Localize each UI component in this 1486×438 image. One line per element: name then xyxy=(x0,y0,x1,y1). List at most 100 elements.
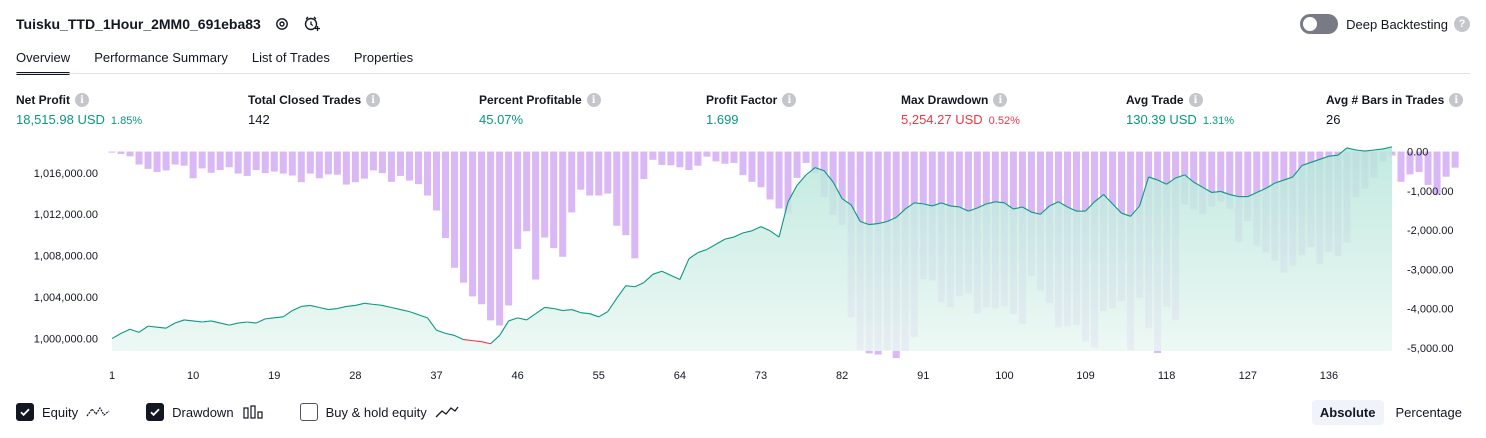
info-icon[interactable]: i xyxy=(586,93,601,107)
equity-segment xyxy=(941,202,951,207)
equity-segment xyxy=(904,202,915,210)
drawdown-bar xyxy=(279,151,287,174)
metric-max-drawdown: Max Drawdown i 5,254.27 USD 0.52% xyxy=(901,93,1020,127)
right-axis-tick: -3,000.00 xyxy=(1407,264,1453,276)
drawdown-bar xyxy=(270,151,278,172)
equity-segment xyxy=(859,220,870,226)
drawdown-bar xyxy=(405,151,413,181)
equity-segment xyxy=(553,307,563,312)
metric-net-profit: Net Profit i 18,515.98 USD 1.85% xyxy=(16,93,142,127)
mode-absolute-button[interactable]: Absolute xyxy=(1311,400,1384,425)
drawdown-bar xyxy=(306,151,314,174)
legend-buy-hold[interactable]: Buy & hold equity xyxy=(299,403,459,421)
metric-value: 142 xyxy=(248,112,270,127)
equity-checkbox[interactable] xyxy=(16,403,34,421)
info-icon[interactable]: i xyxy=(993,93,1008,107)
tab-overview[interactable]: Overview xyxy=(16,46,71,75)
drawdown-bar xyxy=(1424,151,1432,185)
info-icon[interactable]: i xyxy=(1188,93,1203,107)
deep-backtesting: Deep Backtesting ? xyxy=(1300,13,1470,35)
legend-equity-label: Equity xyxy=(42,404,79,420)
drawdown-bar xyxy=(252,151,260,171)
equity-segment xyxy=(373,303,383,306)
equity-segment xyxy=(1184,174,1195,183)
drawdown-bar xyxy=(1415,151,1423,172)
drawdown-bar xyxy=(1451,151,1459,168)
equity-segment xyxy=(724,236,735,240)
tab-properties[interactable]: Properties xyxy=(353,50,414,65)
drawdown-bar xyxy=(198,151,206,169)
equity-segment xyxy=(814,167,825,172)
drawdown-bar xyxy=(811,151,819,174)
drawdown-bar xyxy=(360,151,368,179)
drawdown-bar xyxy=(1433,151,1441,196)
equity-segment xyxy=(697,248,708,254)
equity-segment xyxy=(607,297,618,312)
equity-segment xyxy=(778,201,789,238)
equity-drawdown-chart[interactable]: 1,000,000.00 1,004,000.00 1,008,000.00 1,01… xyxy=(0,140,1486,395)
drawdown-bar xyxy=(757,151,765,188)
drawdown-checkbox[interactable] xyxy=(146,403,165,421)
drawdown-bar xyxy=(577,151,585,190)
equity-segment xyxy=(634,282,645,288)
settings-icon[interactable] xyxy=(273,15,291,33)
info-icon[interactable]: i xyxy=(1449,93,1464,107)
legend-equity[interactable]: Equity xyxy=(16,403,110,421)
equity-segment xyxy=(436,329,446,334)
equity-line-icon xyxy=(86,405,110,419)
equity-segment xyxy=(562,309,572,312)
equity-segment xyxy=(292,305,302,312)
left-axis: 1,000,000.00 1,004,000.00 1,008,000.00 1,01… xyxy=(34,168,98,346)
metric-label: Avg Trade xyxy=(1126,93,1184,107)
drawdown-bar xyxy=(730,151,738,163)
mode-percentage-button[interactable]: Percentage xyxy=(1395,405,1463,420)
metric-value: 26 xyxy=(1326,112,1341,127)
equity-segment xyxy=(490,335,500,345)
drawdown-bar xyxy=(541,151,549,238)
add-alert-icon[interactable] xyxy=(303,15,321,33)
info-icon[interactable]: i xyxy=(75,93,89,107)
equity-segment xyxy=(1211,190,1221,194)
x-axis-tick: 46 xyxy=(512,370,524,382)
equity-segment xyxy=(1094,194,1104,203)
drawdown-bar xyxy=(667,151,675,166)
equity-segment xyxy=(886,216,897,222)
right-axis-tick: -4,000.00 xyxy=(1407,304,1453,316)
equity-segment xyxy=(769,230,780,238)
buy-hold-line-icon xyxy=(435,405,459,419)
metric-sub: 1.31% xyxy=(1202,115,1235,127)
metric-label: Percent Profitable xyxy=(479,93,582,107)
equity-area xyxy=(112,146,1392,351)
equity-segment xyxy=(1157,179,1167,185)
legend-drawdown[interactable]: Drawdown xyxy=(146,403,263,421)
drawdown-bar xyxy=(1406,151,1414,175)
tab-list-of-trades[interactable]: List of Trades xyxy=(251,50,330,65)
left-axis-tick: 1,012,000.00 xyxy=(34,209,98,221)
value-mode-switch: Absolute Percentage xyxy=(1308,400,1470,425)
deep-backtesting-toggle[interactable] xyxy=(1300,14,1339,34)
equity-segment xyxy=(1058,201,1068,208)
equity-segment xyxy=(1049,201,1059,207)
drawdown-bar xyxy=(135,151,143,165)
info-icon[interactable]: i xyxy=(366,93,381,107)
equity-segment xyxy=(869,223,879,226)
equity-segment xyxy=(238,321,248,324)
help-icon[interactable]: ? xyxy=(1454,16,1470,32)
equity-segment xyxy=(1310,158,1321,163)
equity-segment xyxy=(1355,149,1366,152)
equity-segment xyxy=(1166,177,1176,185)
drawdown-bar xyxy=(1217,151,1225,202)
drawdown-bar xyxy=(216,151,224,171)
buy-hold-checkbox[interactable] xyxy=(299,403,318,421)
drawdown-bar xyxy=(1199,151,1207,215)
equity-segment xyxy=(337,305,347,310)
equity-segment xyxy=(211,320,221,324)
drawdown-bar xyxy=(369,151,377,171)
equity-segment xyxy=(589,313,599,318)
drawdown-bar xyxy=(225,151,233,168)
right-axis: 0.00 -1,000.00 -2,000.00 -3,000.00 -4,000.00… xyxy=(1407,147,1453,355)
info-icon[interactable]: i xyxy=(782,93,797,107)
tab-performance-summary[interactable]: Performance Summary xyxy=(94,50,228,65)
drawdown-bar xyxy=(297,151,305,183)
metrics-row: Net Profit i 18,515.98 USD 1.85% Total Clo… xyxy=(16,93,1470,129)
